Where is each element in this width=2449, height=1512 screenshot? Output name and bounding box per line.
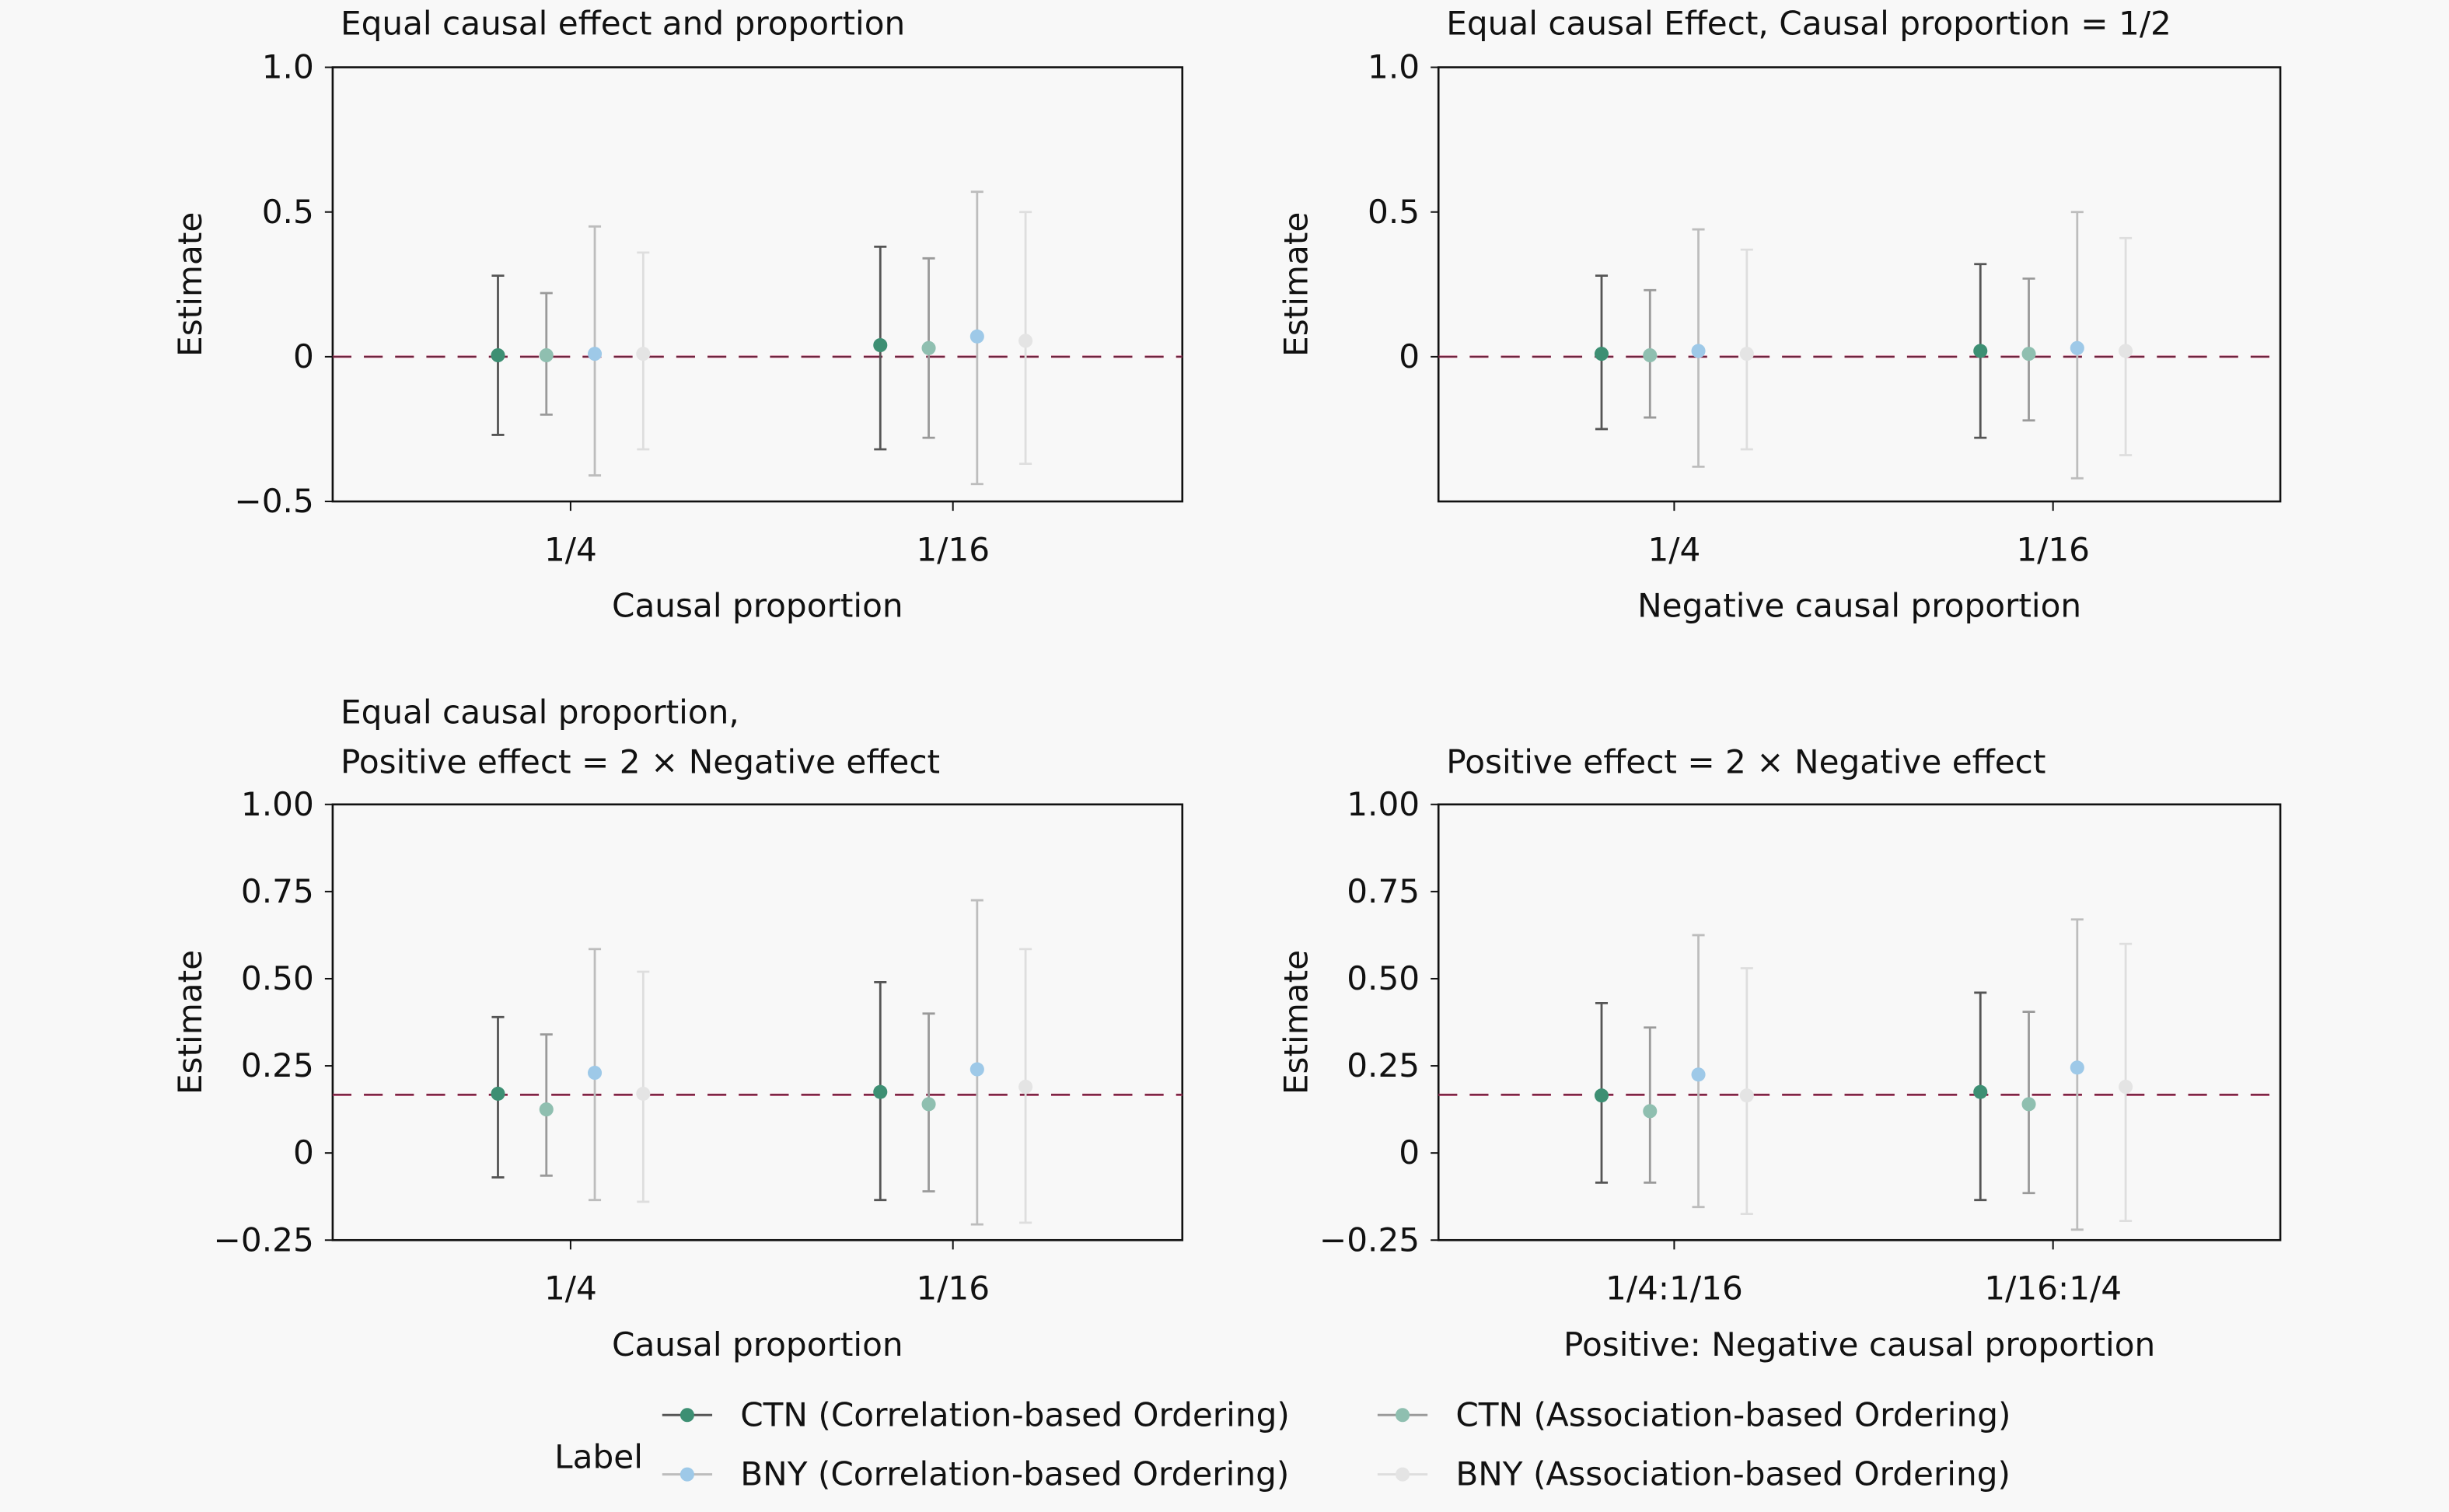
plot-frame — [331, 66, 1184, 503]
data-point — [1594, 347, 1609, 361]
data-point — [921, 1097, 936, 1112]
legend-label: BNY (Correlation-based Ordering) — [740, 1455, 1289, 1493]
y-tick-label: 0.50 — [1347, 959, 1420, 997]
y-axis-label: Estimate — [1277, 212, 1315, 357]
legend-marker-icon — [1395, 1408, 1410, 1423]
y-tick-label: 0 — [1399, 337, 1420, 375]
y-tick-label: −0.5 — [234, 482, 313, 520]
legend-title: Label — [554, 1438, 643, 1476]
legend-marker-icon — [680, 1408, 694, 1423]
data-point — [1594, 1088, 1609, 1103]
panel-1: Equal causal effect and proportion −0.5 0 0… — [171, 4, 1184, 625]
legend-item: BNY (Association-based Ordering) — [1377, 1455, 2011, 1493]
data-point — [2021, 347, 2036, 361]
data-point — [2119, 344, 2133, 358]
legend-label: CTN (Association-based Ordering) — [1455, 1395, 2011, 1433]
y-tick-label: 1.00 — [241, 785, 314, 823]
panel-4: Positive effect = 2 × Negative effect −0.… — [1277, 743, 2282, 1364]
y-axis-label: Estimate — [1277, 950, 1315, 1095]
y-tick-label: 1.00 — [1347, 785, 1420, 823]
panel-3: Equal causal proportion, Positive effect … — [171, 693, 1184, 1364]
data-point — [873, 1084, 888, 1099]
y-axis-label: Estimate — [171, 212, 209, 357]
panel-title: Equal causal Effect, Causal proportion =… — [1446, 4, 2171, 42]
data-point — [491, 1086, 505, 1101]
plot-frame — [1437, 803, 2282, 1241]
legend-marker-icon — [680, 1467, 694, 1482]
y-tick-label: −0.25 — [1319, 1220, 1420, 1259]
legend-item: BNY (Correlation-based Ordering) — [662, 1455, 1289, 1493]
data-point — [2021, 1097, 2036, 1112]
legend-item: CTN (Association-based Ordering) — [1377, 1395, 2011, 1433]
x-axis-label: Causal proportion — [612, 1325, 903, 1364]
data-point — [1973, 1084, 1988, 1099]
data-point — [969, 1062, 984, 1077]
data-point — [588, 1065, 603, 1081]
y-tick-label: 0.25 — [1347, 1046, 1420, 1084]
data-point — [1691, 1067, 1706, 1082]
x-tick-label: 1/4:1/16 — [1605, 1269, 1743, 1308]
data-point — [1018, 1079, 1033, 1095]
panel-title: Equal causal effect and proportion — [341, 4, 905, 42]
x-axis-label: Positive: Negative causal proportion — [1563, 1325, 2155, 1364]
x-tick-label: 1/4 — [544, 530, 597, 568]
legend-marker-icon — [1395, 1467, 1410, 1482]
plot-frame — [331, 803, 1184, 1241]
y-tick-label: 0.5 — [262, 193, 314, 231]
data-point — [2119, 1079, 2133, 1095]
data-point — [1739, 1088, 1754, 1103]
plot-frame — [1437, 66, 2282, 503]
y-tick-label: 0.75 — [241, 872, 314, 910]
y-tick-label: 0 — [1399, 1133, 1420, 1172]
legend: Label CTN (Correlation-based Ordering) CT… — [554, 1395, 2011, 1493]
data-point — [1739, 347, 1754, 361]
y-tick-label: 1.0 — [262, 48, 314, 86]
y-tick-label: 0.75 — [1347, 872, 1420, 910]
data-point — [636, 347, 651, 361]
legend-label: BNY (Association-based Ordering) — [1455, 1455, 2011, 1493]
data-point — [539, 1102, 554, 1117]
x-tick-label: 1/16:1/4 — [1984, 1269, 2122, 1308]
legend-label: CTN (Correlation-based Ordering) — [740, 1395, 1290, 1433]
y-tick-label: 1.0 — [1368, 48, 1420, 86]
x-tick-label: 1/16 — [916, 1269, 990, 1308]
data-point — [1973, 344, 1988, 358]
y-tick-label: −0.25 — [214, 1220, 314, 1259]
data-point — [588, 347, 603, 361]
data-point — [1691, 344, 1706, 358]
data-point — [1643, 1104, 1658, 1119]
data-point — [921, 340, 936, 355]
data-point — [491, 347, 505, 363]
x-tick-label: 1/16 — [916, 530, 990, 568]
y-tick-label: 0 — [293, 337, 314, 375]
data-point — [2070, 340, 2084, 355]
panel-title: Equal causal proportion, — [341, 693, 739, 731]
x-tick-label: 1/4 — [544, 1269, 597, 1308]
legend-item: CTN (Correlation-based Ordering) — [662, 1395, 1290, 1433]
y-tick-label: 0.5 — [1368, 193, 1420, 231]
y-tick-label: 0.50 — [241, 959, 314, 997]
x-tick-label: 1/4 — [1647, 530, 1700, 568]
data-point — [539, 347, 554, 363]
data-point — [636, 1086, 651, 1101]
x-axis-label: Negative causal proportion — [1637, 587, 2081, 625]
data-point — [2070, 1060, 2084, 1075]
x-tick-label: 1/16 — [2016, 530, 2090, 568]
y-tick-label: 0.25 — [241, 1046, 314, 1084]
y-tick-label: 0 — [293, 1133, 314, 1172]
data-point — [1643, 347, 1658, 363]
panel-title: Positive effect = 2 × Negative effect — [341, 743, 940, 781]
x-axis-label: Causal proportion — [612, 587, 903, 625]
panel-2: Equal causal Effect, Causal proportion =… — [1277, 4, 2282, 625]
data-point — [873, 337, 888, 353]
panel-title: Positive effect = 2 × Negative effect — [1446, 743, 2045, 781]
data-point — [1018, 333, 1033, 348]
data-point — [969, 329, 984, 344]
y-axis-label: Estimate — [171, 950, 209, 1095]
